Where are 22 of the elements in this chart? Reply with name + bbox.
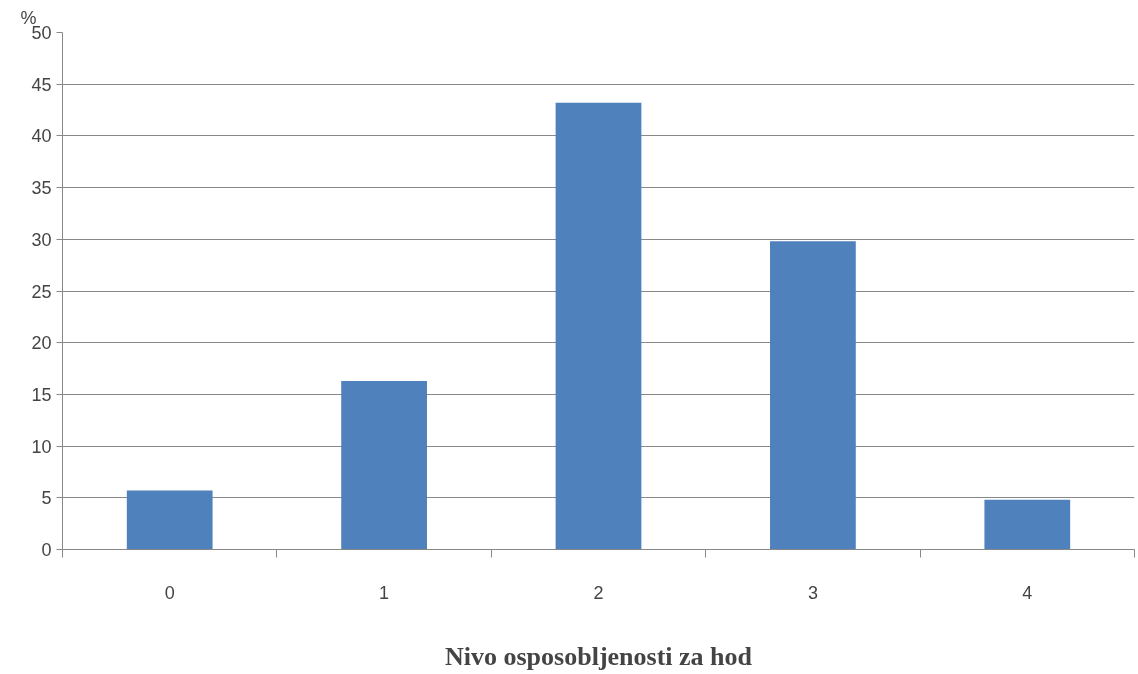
x-tick-label: 3 bbox=[807, 582, 818, 603]
bar bbox=[770, 241, 856, 550]
bar bbox=[341, 380, 427, 550]
y-tick-label: 45 bbox=[31, 74, 52, 95]
y-tick-label: 15 bbox=[31, 384, 52, 405]
y-tick-label: 20 bbox=[31, 333, 52, 354]
x-tick-label: 2 bbox=[593, 582, 604, 603]
y-tick-label: 40 bbox=[31, 126, 52, 147]
bar bbox=[126, 490, 213, 550]
y-tick-label: 35 bbox=[31, 178, 52, 199]
bar bbox=[555, 102, 642, 550]
x-axis-title: Nivo osposobljenosti za hod bbox=[445, 641, 753, 671]
y-tick-label: 5 bbox=[41, 488, 52, 509]
y-tick-label: 10 bbox=[31, 436, 52, 457]
x-tick-label: 1 bbox=[379, 582, 390, 603]
y-tick-label: 50 bbox=[31, 23, 52, 43]
y-tick-label: 30 bbox=[31, 229, 52, 250]
x-tick-label: 4 bbox=[1022, 582, 1033, 603]
x-tick-label: 0 bbox=[164, 582, 175, 603]
bar bbox=[984, 499, 1071, 550]
y-tick-label: 25 bbox=[31, 281, 52, 302]
y-tick-label: 0 bbox=[41, 540, 52, 560]
